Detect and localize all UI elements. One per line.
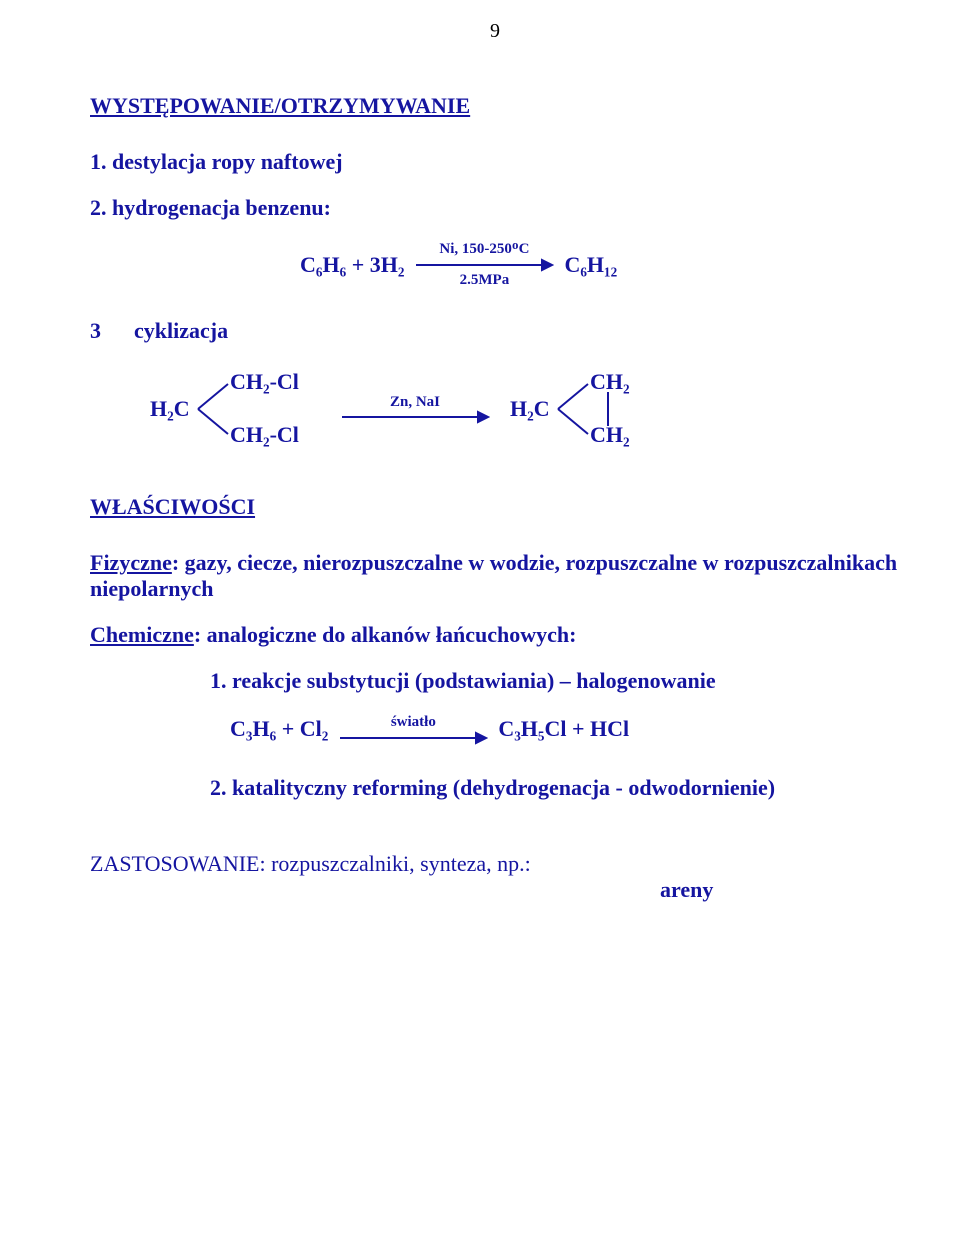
rxn2-arrow: światło (338, 714, 488, 745)
zast-text: : rozpuszczalniki, synteza, np.: (259, 851, 530, 876)
rxn1-top: Ni, 150-250ᴼC (439, 241, 529, 258)
reaction-cyclization: H₂C CH₂-Cl CH₂-Cl Zn, NaI H₂C CH₂ CH₂ (150, 364, 900, 454)
cycl-arrow: Zn, NaI (340, 394, 490, 425)
sub-item-2: 2. katalityczny reforming (dehydrogenacj… (210, 775, 900, 801)
arrow-icon (338, 731, 488, 745)
ring-icon (553, 374, 623, 444)
item-3-label: cyklizacja (134, 318, 228, 343)
heading-properties: WŁAŚCIWOŚCI (90, 494, 900, 520)
page-number: 9 (90, 20, 900, 43)
fiz-text: : gazy, ciecze, nierozpuszczalne w wodzi… (90, 550, 897, 601)
reaction-hydrogenation: C₆H₆ + 3H₂ Ni, 150-250ᴼC 2.5MPa C₆H₁₂ (300, 241, 900, 288)
item-3: 3 cyklizacja (90, 318, 900, 344)
chem-label: Chemiczne (90, 622, 194, 647)
chemical-props: Chemiczne: analogiczne do alkanów łańcuc… (90, 622, 900, 648)
rxn1-lhs: C₆H₆ + 3H₂ (300, 252, 404, 278)
rxn1-bot: 2.5MPa (460, 272, 510, 289)
heading-occurrence: WYSTĘPOWANIE/OTRZYMYWANIE (90, 93, 900, 119)
branch-icon (193, 379, 238, 439)
chem-text: : analogiczne do alkanów łańcuchowych: (194, 622, 577, 647)
reaction-halogenation: C₃H₆ + Cl₂ światło C₃H₅Cl + HCl (230, 714, 900, 745)
areny: areny (660, 877, 900, 903)
rxn2-rhs: C₃H₅Cl + HCl (498, 716, 629, 742)
rxn2-top: światło (391, 714, 436, 731)
cycl-left-bot: CH₂-Cl (230, 422, 299, 448)
item-1: 1. destylacja ropy naftowej (90, 149, 900, 175)
physical-props: Fizyczne: gazy, ciecze, nierozpuszczalne… (90, 550, 900, 602)
item-2: 2. hydrogenacja benzenu: (90, 195, 900, 221)
sub-item-1: 1. reakcje substytucji (podstawiania) – … (210, 668, 900, 694)
arrow-icon (340, 410, 490, 424)
rxn1-arrow: Ni, 150-250ᴼC 2.5MPa (414, 241, 554, 288)
rxn1-rhs: C₆H₁₂ (564, 252, 617, 278)
cycl-arrow-top: Zn, NaI (390, 394, 440, 411)
fiz-label: Fizyczne (90, 550, 172, 575)
cycl-right-center: H₂C (510, 396, 550, 422)
application-line: ZASTOSOWANIE: rozpuszczalniki, synteza, … (90, 851, 900, 877)
cycl-left-center: H₂C (150, 396, 190, 422)
rxn2-lhs: C₃H₆ + Cl₂ (230, 716, 328, 742)
cycl-left-top: CH₂-Cl (230, 369, 299, 395)
item-3-num: 3 (90, 318, 101, 343)
zast-label: ZASTOSOWANIE (90, 851, 259, 876)
arrow-icon (414, 258, 554, 272)
